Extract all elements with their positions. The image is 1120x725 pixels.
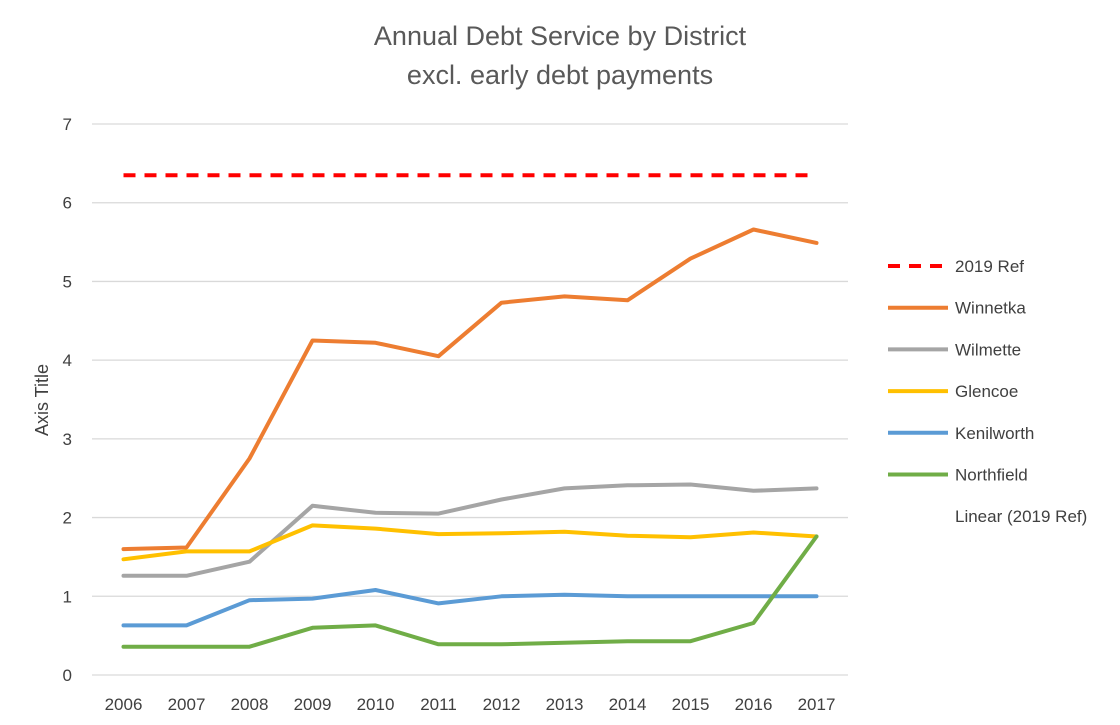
- y-tick-label: 0: [63, 666, 72, 685]
- x-tick-label: 2015: [672, 695, 710, 714]
- x-tick-label: 2011: [420, 695, 457, 714]
- x-tick-label: 2013: [546, 695, 584, 714]
- x-tick-label: 2007: [168, 695, 206, 714]
- chart-subtitle: excl. early debt payments: [407, 60, 713, 90]
- legend-label-trendline: Linear (2019 Ref): [955, 507, 1087, 526]
- series-line-glencoe: [121, 523, 819, 562]
- y-tick-labels: 0 1 2 3 4 5 6 7: [63, 115, 72, 685]
- x-tick-labels: 2006 2007 2008 2009 2010 2011 2012 2013 2014 2015…: [105, 695, 836, 714]
- x-tick-label: 2017: [798, 695, 836, 714]
- y-tick-label: 2: [63, 509, 72, 528]
- y-tick-label: 7: [63, 115, 72, 134]
- x-tick-label: 2010: [357, 695, 395, 714]
- x-tick-label: 2008: [231, 695, 269, 714]
- series-line-northfield: [121, 534, 819, 649]
- x-tick-label: 2014: [609, 695, 647, 714]
- series-lines: [121, 173, 819, 649]
- legend-label: 2019 Ref: [955, 257, 1024, 276]
- x-tick-label: 2006: [105, 695, 143, 714]
- legend-label: Winnetka: [955, 299, 1026, 318]
- y-tick-label: 4: [63, 351, 72, 370]
- x-tick-label: 2012: [483, 695, 521, 714]
- chart-title: Annual Debt Service by District: [374, 21, 747, 51]
- gridlines: [92, 123, 848, 676]
- legend-label: Northfield: [955, 466, 1028, 485]
- y-axis-title: Axis Title: [32, 364, 52, 436]
- y-tick-label: 3: [63, 430, 72, 449]
- series-line-kenilworth: [121, 588, 819, 628]
- legend-label: Wilmette: [955, 340, 1021, 359]
- series-line-winnetka: [121, 227, 819, 552]
- y-tick-label: 5: [63, 272, 72, 291]
- y-tick-label: 6: [63, 194, 72, 213]
- x-tick-label: 2009: [294, 695, 332, 714]
- legend-label: Kenilworth: [955, 424, 1034, 443]
- x-tick-label: 2016: [735, 695, 773, 714]
- legend: 2019 Ref Winnetka Wilmette Glencoe Kenilwort…: [888, 257, 1087, 526]
- legend-label: Glencoe: [955, 382, 1018, 401]
- series-line-wilmette: [121, 482, 819, 578]
- y-tick-label: 1: [63, 587, 72, 606]
